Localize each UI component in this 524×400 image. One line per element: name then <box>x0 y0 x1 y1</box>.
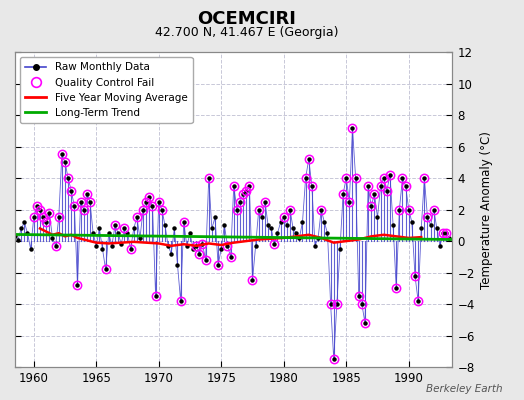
Text: 42.700 N, 41.467 E (Georgia): 42.700 N, 41.467 E (Georgia) <box>155 26 338 39</box>
Text: OCEMCIRI: OCEMCIRI <box>197 10 296 28</box>
Text: Berkeley Earth: Berkeley Earth <box>427 384 503 394</box>
Legend: Raw Monthly Data, Quality Control Fail, Five Year Moving Average, Long-Term Tren: Raw Monthly Data, Quality Control Fail, … <box>20 57 192 123</box>
Y-axis label: Temperature Anomaly (°C): Temperature Anomaly (°C) <box>481 131 493 288</box>
